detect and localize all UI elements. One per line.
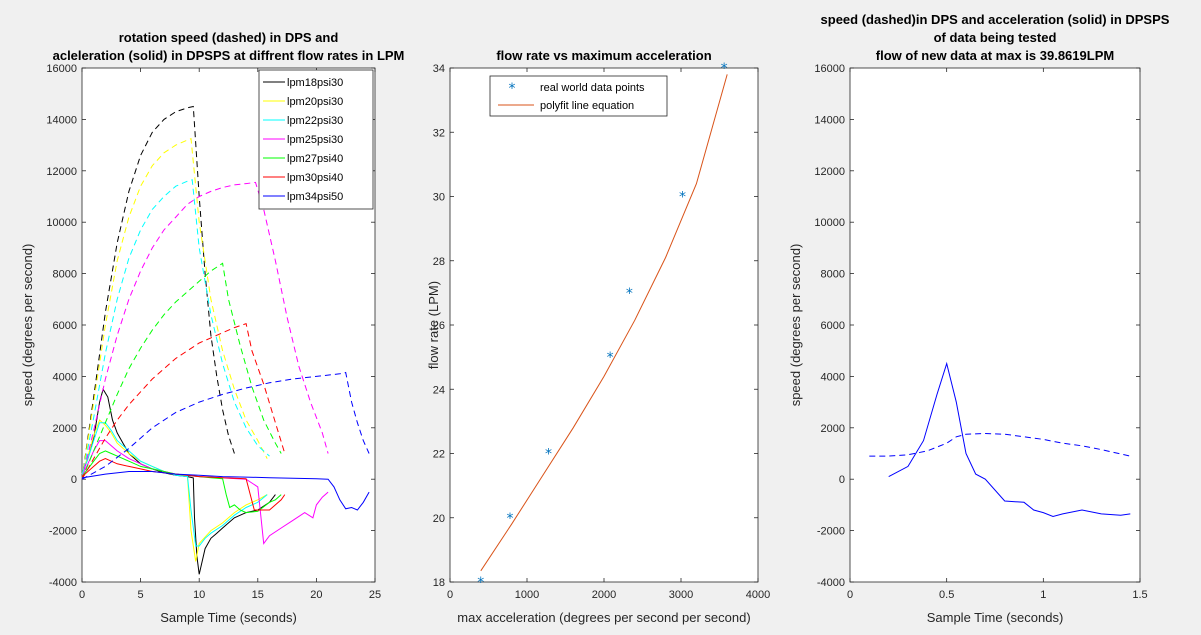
chart-title-line: flow rate vs maximum acceleration [496, 48, 711, 63]
y-tick-label: 10000 [814, 217, 845, 229]
legend-entry: polyfit line equation [540, 100, 634, 112]
series-lpm27psi40-speed-line [81, 262, 282, 480]
y-tick-label: 16000 [814, 63, 845, 75]
x-tick-label: 0 [79, 589, 85, 601]
y-tick-label: 20 [433, 513, 445, 525]
y-tick-label: 16000 [46, 63, 77, 75]
y-tick-label: 8000 [821, 269, 845, 281]
y-tick-label: 4000 [53, 371, 77, 383]
y-tick-label: 26 [433, 320, 445, 332]
x-tick-label: 0 [847, 589, 853, 601]
chart-title-line: acleleration (solid) in DPSPS at diffren… [53, 48, 405, 63]
series-lpm34psi50-speed-line [81, 371, 370, 480]
data-point-marker: * [545, 447, 552, 463]
x-axis-label: max acceleration (degrees per second per… [457, 610, 750, 625]
y-tick-label: 6000 [821, 320, 845, 332]
y-tick-label: 14000 [814, 114, 845, 126]
x-tick-label: 5 [138, 589, 144, 601]
series-lpm20psi30-speed-line [81, 138, 268, 480]
axes-1: 0 5 10 15 20 25 -4000 -2000 0 2000 4000 6000 8000 100… [20, 30, 404, 625]
legend-box [489, 75, 668, 117]
data-point-marker: * [607, 350, 614, 366]
x-tick-label: 1 [1040, 589, 1046, 601]
data-point-marker: * [477, 575, 484, 591]
x-tick-label: 25 [369, 589, 381, 601]
x-tick-label: 20 [310, 589, 322, 601]
axes-3: 0 0.5 1 1.5 -4000 -2000 0 2000 4000 6000 8000 10000… [788, 12, 1170, 625]
x-tick-label: 10 [193, 589, 205, 601]
x-tick-label: 1000 [515, 589, 539, 601]
legend-entry: lpm27psi40 [287, 153, 343, 165]
legend: lpm18psi30 lpm20psi30 lpm22psi30 lpm25psi30… [258, 69, 374, 210]
y-tick-label: 18 [433, 577, 445, 589]
y-tick-label: 12000 [46, 166, 77, 178]
y-tick-label: 14000 [46, 114, 77, 126]
y-tick-label: 4000 [821, 371, 845, 383]
x-tick-label: 0 [447, 589, 453, 601]
y-tick-label: 0 [839, 474, 845, 486]
data-point-marker: * [679, 190, 686, 206]
y-tick-label: 8000 [53, 269, 77, 281]
x-tick-label: 3000 [669, 589, 693, 601]
legend-entry: lpm30psi40 [287, 172, 343, 184]
x-tick-label: 15 [252, 589, 264, 601]
chart-title-line: speed (dashed)in DPS and acceleration (s… [821, 12, 1170, 27]
legend-entry: lpm22psi30 [287, 115, 343, 127]
legend-entry: real world data points [540, 82, 645, 94]
legend-entry: lpm25psi30 [287, 134, 343, 146]
series-lpm18psi30-speed-line [81, 105, 235, 480]
data-point-marker: * [507, 511, 514, 527]
series-lpm22psi30-speed-line [81, 179, 270, 480]
y-axis-label: speed (degrees per second) [20, 244, 35, 407]
y-tick-label: -2000 [49, 526, 77, 538]
x-axis-label: Sample Time (seconds) [927, 610, 1064, 625]
y-tick-label: 32 [433, 127, 445, 139]
y-tick-label: -2000 [817, 526, 845, 538]
y-tick-label: 2000 [821, 423, 845, 435]
y-tick-label: 24 [433, 384, 445, 396]
x-tick-label: 4000 [746, 589, 770, 601]
series-lpm34psi50-accel-line [81, 471, 370, 511]
plot-area [449, 67, 759, 583]
y-tick-label: -4000 [49, 577, 77, 589]
series-lpm30psi40-speed-line [81, 323, 286, 480]
y-tick-label: 0 [71, 474, 77, 486]
x-axis-label: Sample Time (seconds) [160, 610, 297, 625]
x-tick-label: 2000 [592, 589, 616, 601]
y-tick-label: -4000 [817, 577, 845, 589]
y-tick-label: 2000 [53, 423, 77, 435]
chart-title-line: rotation speed (dashed) in DPS and [119, 30, 339, 45]
x-tick-label: 1.5 [1132, 589, 1147, 601]
legend-entry: lpm20psi30 [287, 96, 343, 108]
legend-entry: lpm18psi30 [287, 77, 343, 89]
x-tick-label: 0.5 [939, 589, 954, 601]
y-tick-label: 34 [433, 63, 445, 75]
legend-marker: * [509, 81, 516, 97]
polyfit-line [480, 74, 728, 572]
data-point-marker: * [721, 61, 728, 77]
data-point-marker: * [626, 286, 633, 302]
y-tick-label: 28 [433, 256, 445, 268]
series-lpm22psi30-accel-line [81, 422, 268, 547]
chart-title-line: flow of new data at max is 39.8619LPM [876, 48, 1114, 63]
plot-area [849, 67, 1141, 583]
chart-title-line: of data being tested [934, 30, 1057, 45]
y-tick-label: 10000 [46, 217, 77, 229]
y-axis-label: flow rate (LPM) [426, 281, 441, 369]
test-accel-line [888, 361, 1131, 518]
y-tick-label: 12000 [814, 166, 845, 178]
series-lpm25psi30-speed-line [81, 181, 329, 480]
y-tick-label: 22 [433, 449, 445, 461]
legend-entry: lpm34psi50 [287, 191, 343, 203]
y-tick-label: 6000 [53, 320, 77, 332]
test-speed-line [869, 432, 1131, 457]
y-tick-label: 30 [433, 192, 445, 204]
legend: * real world data points polyfit line equa… [489, 75, 668, 117]
y-axis-label: speed (degrees per second) [788, 244, 803, 407]
axes-2: 0 1000 2000 3000 4000 18 20 22 24 26 28 30 32 34 max a… [426, 48, 770, 625]
